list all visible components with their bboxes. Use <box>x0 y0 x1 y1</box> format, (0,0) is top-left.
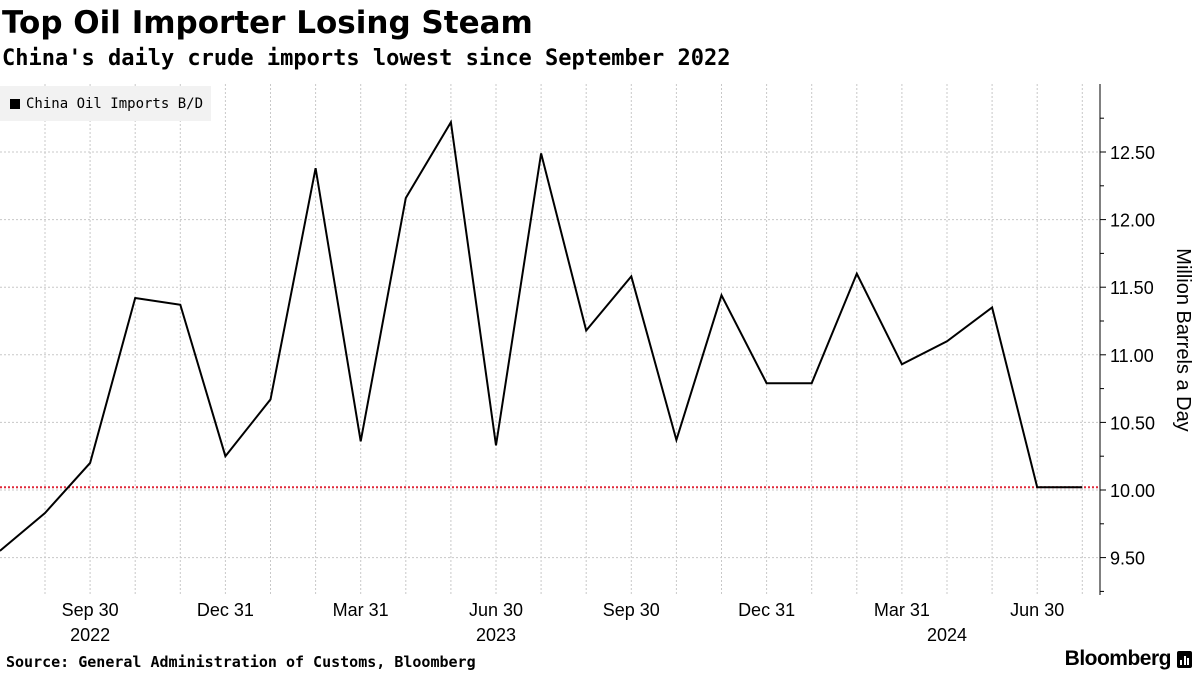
x-tick-label: Mar 31 <box>333 600 389 620</box>
chart-title: Top Oil Importer Losing Steam <box>2 5 533 41</box>
y-tick-label: 9.50 <box>1110 549 1145 569</box>
source-note: Source: General Administration of Custom… <box>6 653 476 671</box>
bloomberg-logo: Bloomberg <box>1065 645 1192 673</box>
series-group <box>0 119 1083 552</box>
y-tick-label: 11.50 <box>1110 278 1154 298</box>
y-tick-label: 10.50 <box>1110 413 1155 433</box>
x-tick-label: Dec 31 <box>738 600 795 620</box>
brand-name: Bloomberg <box>1064 647 1172 670</box>
x-tick-label: Jun 30 <box>469 600 523 620</box>
x-tick-label: Jun 30 <box>1010 600 1064 620</box>
x-tick-label: Mar 31 <box>874 600 930 620</box>
x-year-label: 2024 <box>927 625 967 645</box>
legend-label: China Oil Imports B/D <box>26 95 204 112</box>
x-year-label: 2023 <box>476 625 516 645</box>
y-axis-title: Million Barrels a Day <box>1172 248 1194 431</box>
y-tick-label: 10.00 <box>1110 481 1155 501</box>
bar-chart-icon <box>1177 650 1192 668</box>
horizontal-gridlines <box>0 151 1100 559</box>
x-year-label: 2022 <box>70 625 110 645</box>
y-tick-label: 12.00 <box>1110 211 1155 231</box>
chart-subtitle: China's daily crude imports lowest since… <box>2 46 731 71</box>
y-axis: 9.50 10.00 10.50 11.00 11.50 12.00 12.50 <box>1099 84 1155 595</box>
x-tick-label: Sep 30 <box>603 600 660 620</box>
legend[interactable]: China Oil Imports B/D <box>0 86 212 121</box>
y-tick-label: 11.00 <box>1110 346 1154 366</box>
x-tick-label: Dec 31 <box>197 600 254 620</box>
x-tick-label: Sep 30 <box>62 600 119 620</box>
y-tick-label: 12.50 <box>1110 143 1155 163</box>
x-axis-labels: Sep 30 Dec 31 Mar 31 Jun 30 Sep 30 Dec 31 Mar … <box>62 600 1065 645</box>
legend-swatch <box>10 98 20 109</box>
vertical-gridlines <box>44 84 1083 595</box>
